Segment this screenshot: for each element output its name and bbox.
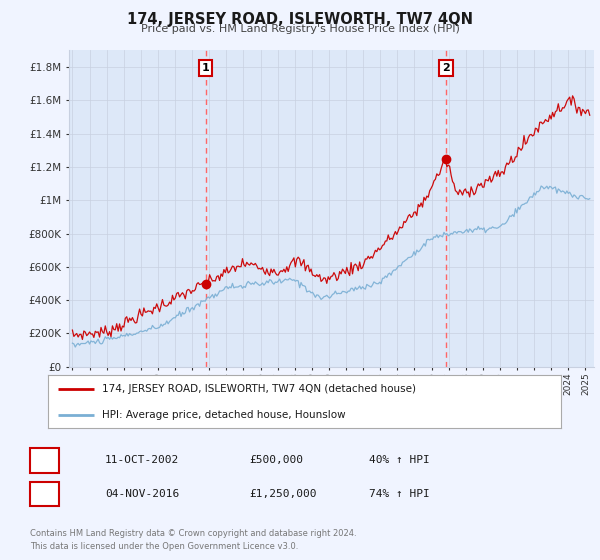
Text: This data is licensed under the Open Government Licence v3.0.: This data is licensed under the Open Gov…: [30, 542, 298, 550]
Text: 2: 2: [40, 487, 49, 501]
Text: 1: 1: [40, 454, 49, 467]
Text: 174, JERSEY ROAD, ISLEWORTH, TW7 4QN (detached house): 174, JERSEY ROAD, ISLEWORTH, TW7 4QN (de…: [102, 384, 416, 394]
Text: 04-NOV-2016: 04-NOV-2016: [105, 489, 179, 499]
Text: 74% ↑ HPI: 74% ↑ HPI: [369, 489, 430, 499]
Text: 1: 1: [202, 63, 209, 73]
Text: Contains HM Land Registry data © Crown copyright and database right 2024.: Contains HM Land Registry data © Crown c…: [30, 529, 356, 538]
Text: Price paid vs. HM Land Registry's House Price Index (HPI): Price paid vs. HM Land Registry's House …: [140, 24, 460, 34]
Text: £1,250,000: £1,250,000: [249, 489, 317, 499]
Text: 174, JERSEY ROAD, ISLEWORTH, TW7 4QN: 174, JERSEY ROAD, ISLEWORTH, TW7 4QN: [127, 12, 473, 27]
Text: 40% ↑ HPI: 40% ↑ HPI: [369, 455, 430, 465]
Text: 11-OCT-2002: 11-OCT-2002: [105, 455, 179, 465]
Text: HPI: Average price, detached house, Hounslow: HPI: Average price, detached house, Houn…: [102, 410, 346, 420]
Text: 2: 2: [442, 63, 450, 73]
Text: £500,000: £500,000: [249, 455, 303, 465]
